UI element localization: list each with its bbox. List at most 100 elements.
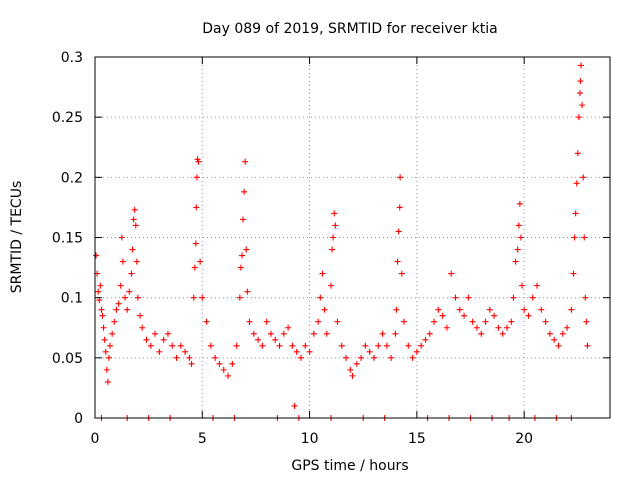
data-point	[306, 348, 313, 355]
data-point	[117, 282, 124, 289]
data-point	[289, 342, 296, 349]
data-point	[263, 318, 270, 325]
data-point	[401, 318, 407, 325]
data-point	[580, 174, 587, 181]
data-point	[409, 354, 416, 361]
x-tick-label: 15	[408, 431, 426, 447]
data-point	[542, 318, 549, 325]
data-point	[321, 306, 328, 313]
data-point	[329, 246, 336, 253]
data-point	[291, 402, 298, 409]
data-point	[293, 348, 300, 355]
data-point	[164, 330, 171, 337]
data-point	[525, 312, 532, 319]
data-point	[478, 330, 485, 337]
data-point	[173, 354, 180, 361]
data-point	[105, 354, 112, 361]
data-point	[129, 246, 136, 253]
data-point	[461, 312, 468, 319]
data-point	[431, 318, 438, 325]
data-point	[134, 294, 141, 301]
data-point	[529, 294, 536, 301]
data-point	[581, 234, 588, 241]
data-point	[392, 330, 399, 337]
data-point	[366, 348, 373, 355]
x-tick-label: 5	[198, 431, 207, 447]
data-point	[330, 234, 337, 241]
data-point	[575, 114, 582, 121]
data-point	[237, 264, 244, 271]
data-point	[499, 330, 506, 337]
data-point	[334, 318, 341, 325]
data-point	[193, 174, 200, 181]
grid	[95, 57, 610, 418]
y-tick-label: 0.15	[52, 231, 83, 247]
x-axis-title: GPS time / hours	[291, 458, 408, 474]
data-point	[456, 306, 463, 313]
plot-frame	[94, 56, 611, 419]
x-tick-label: 20	[515, 431, 533, 447]
data-point	[422, 336, 429, 343]
data-point	[579, 102, 586, 109]
data-point	[128, 270, 135, 277]
data-point	[132, 222, 139, 229]
data-point	[353, 360, 360, 367]
data-point	[519, 282, 526, 289]
data-point	[473, 324, 480, 331]
data-point	[570, 270, 577, 277]
data-point	[241, 188, 248, 195]
data-point	[298, 354, 304, 361]
data-point	[564, 324, 571, 331]
data-point	[383, 342, 390, 349]
data-point	[250, 330, 257, 337]
data-point	[207, 342, 214, 349]
data-point	[319, 270, 326, 277]
data-point	[107, 342, 114, 349]
data-point	[276, 342, 283, 349]
data-point	[448, 270, 455, 277]
data-point	[101, 336, 108, 343]
y-tick-label: 0.05	[52, 351, 83, 367]
data-point	[192, 240, 199, 247]
data-point	[131, 206, 138, 213]
data-point	[572, 210, 579, 217]
data-point	[133, 258, 140, 265]
data-point	[515, 222, 522, 229]
data-point	[375, 342, 382, 349]
data-point	[510, 294, 517, 301]
data-point	[504, 324, 510, 331]
data-point	[512, 258, 519, 265]
data-point	[435, 306, 442, 313]
data-point	[103, 366, 110, 373]
x-tick-label: 0	[91, 431, 100, 447]
data-point	[220, 366, 227, 373]
data-point	[267, 330, 274, 337]
data-point	[100, 324, 107, 331]
data-point	[393, 306, 400, 313]
data-point	[280, 330, 287, 337]
data-point	[240, 216, 247, 223]
data-point	[109, 330, 116, 337]
data-point	[233, 342, 240, 349]
data-point	[396, 204, 403, 211]
data-point	[582, 294, 589, 301]
data-point	[358, 354, 365, 361]
data-point	[452, 294, 459, 301]
data-point	[405, 342, 412, 349]
data-point	[465, 294, 472, 301]
data-point	[236, 294, 243, 301]
data-point	[197, 258, 204, 265]
data-point	[156, 348, 163, 355]
data-point	[118, 234, 125, 241]
data-point	[370, 354, 377, 361]
y-tick-label: 0.2	[61, 170, 83, 186]
data-point	[394, 258, 401, 265]
data-point	[534, 282, 541, 289]
data-point	[418, 342, 425, 349]
data-point	[115, 300, 122, 307]
data-point	[508, 318, 515, 325]
data-point	[243, 246, 250, 253]
data-point	[317, 294, 324, 301]
data-point	[93, 252, 100, 259]
data-point	[517, 234, 524, 241]
